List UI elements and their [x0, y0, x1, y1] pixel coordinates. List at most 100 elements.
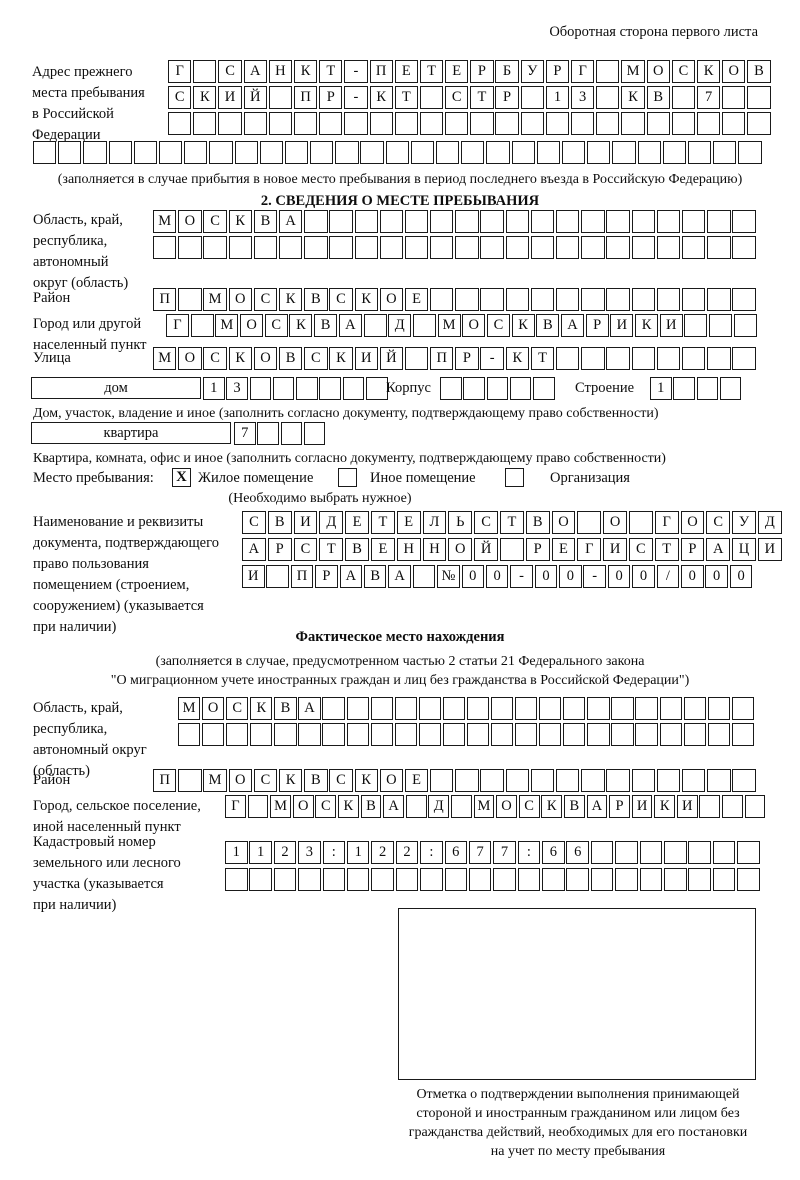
char-cell[interactable] — [466, 723, 490, 746]
char-cell[interactable] — [577, 511, 602, 534]
char-cell[interactable] — [713, 141, 737, 164]
char-cell[interactable]: С — [226, 697, 249, 720]
char-cell[interactable]: Т — [370, 511, 395, 534]
char-cell[interactable]: В — [274, 697, 297, 720]
char-cell[interactable]: О — [178, 347, 202, 370]
char-cell[interactable]: Т — [499, 511, 524, 534]
char-cell[interactable]: 0 — [632, 565, 655, 588]
char-cell[interactable] — [298, 723, 321, 746]
char-cell[interactable] — [455, 210, 479, 233]
char-cell[interactable]: : — [322, 841, 346, 864]
char-cell[interactable] — [436, 141, 460, 164]
char-cell[interactable]: А — [561, 314, 584, 337]
char-cell[interactable] — [590, 841, 614, 864]
stroenie-row[interactable]: 1 — [650, 377, 742, 400]
char-cell[interactable]: Н — [396, 538, 421, 561]
char-cell[interactable] — [732, 347, 756, 370]
char-cell[interactable]: М — [621, 60, 645, 83]
char-cell[interactable] — [606, 769, 630, 792]
char-cell[interactable]: 0 — [461, 565, 485, 588]
char-cell[interactable]: Е — [551, 538, 576, 561]
char-cell[interactable]: Е — [345, 511, 369, 534]
char-cell[interactable]: О — [379, 769, 404, 792]
char-cell[interactable] — [533, 377, 555, 400]
char-cell[interactable] — [536, 141, 561, 164]
char-cell[interactable]: Т — [394, 86, 418, 109]
char-cell[interactable] — [615, 841, 638, 864]
char-cell[interactable]: Р — [267, 538, 292, 561]
char-cell[interactable] — [683, 723, 706, 746]
char-cell[interactable]: В — [363, 565, 387, 588]
char-cell[interactable]: Е — [404, 288, 429, 311]
char-cell[interactable]: Р — [545, 60, 570, 83]
char-cell[interactable] — [404, 210, 429, 233]
char-cell[interactable]: С — [242, 511, 266, 534]
char-cell[interactable]: 0 — [681, 565, 704, 588]
char-cell[interactable]: И — [631, 795, 653, 818]
char-cell[interactable]: 1 — [225, 841, 248, 864]
char-cell[interactable]: О — [253, 347, 278, 370]
char-cell[interactable]: М — [203, 769, 227, 792]
char-cell[interactable] — [319, 377, 341, 400]
char-cell[interactable] — [310, 141, 334, 164]
char-cell[interactable]: С — [445, 86, 469, 109]
char-cell[interactable] — [722, 86, 746, 109]
char-cell[interactable]: У — [520, 60, 544, 83]
char-cell[interactable] — [733, 314, 757, 337]
char-cell[interactable] — [707, 769, 731, 792]
char-cell[interactable]: № — [437, 565, 460, 588]
char-cell[interactable] — [133, 141, 158, 164]
char-cell[interactable]: И — [354, 347, 378, 370]
char-cell[interactable] — [486, 377, 509, 400]
char-cell[interactable]: 3 — [226, 377, 248, 400]
char-cell[interactable] — [615, 868, 638, 891]
char-cell[interactable] — [193, 112, 217, 135]
char-cell[interactable] — [412, 565, 436, 588]
char-cell[interactable]: Е — [396, 511, 421, 534]
char-cell[interactable] — [530, 236, 555, 259]
char-cell[interactable] — [234, 141, 258, 164]
char-cell[interactable]: 6 — [542, 841, 565, 864]
char-cell[interactable]: М — [473, 795, 495, 818]
char-cell[interactable] — [683, 697, 706, 720]
char-cell[interactable]: М — [153, 210, 177, 233]
char-cell[interactable]: Е — [370, 538, 395, 561]
char-cell[interactable] — [319, 112, 343, 135]
char-cell[interactable]: Т — [319, 60, 343, 83]
char-cell[interactable]: Л — [422, 511, 447, 534]
char-cell[interactable]: К — [278, 769, 303, 792]
char-cell[interactable] — [744, 795, 766, 818]
char-cell[interactable] — [631, 347, 655, 370]
char-cell[interactable]: М — [153, 347, 177, 370]
char-cell[interactable]: А — [383, 795, 404, 818]
char-cell[interactable] — [419, 112, 444, 135]
char-cell[interactable] — [430, 769, 454, 792]
char-cell[interactable]: А — [586, 795, 608, 818]
char-cell[interactable] — [243, 112, 267, 135]
char-cell[interactable] — [203, 236, 227, 259]
char-cell[interactable] — [58, 141, 82, 164]
char-cell[interactable] — [707, 210, 731, 233]
char-cell[interactable]: - — [510, 565, 533, 588]
char-cell[interactable] — [687, 141, 712, 164]
char-cell[interactable]: И — [218, 86, 242, 109]
char-cell[interactable]: О — [202, 697, 225, 720]
char-cell[interactable] — [566, 868, 589, 891]
char-cell[interactable]: Т — [654, 538, 679, 561]
char-cell[interactable]: А — [706, 538, 731, 561]
char-cell[interactable]: : — [517, 841, 541, 864]
char-cell[interactable] — [430, 236, 454, 259]
char-cell[interactable] — [322, 697, 345, 720]
char-cell[interactable]: Р — [495, 86, 519, 109]
char-cell[interactable]: 7 — [493, 841, 516, 864]
char-cell[interactable]: Р — [680, 538, 705, 561]
char-cell[interactable] — [684, 314, 708, 337]
char-cell[interactable]: Д — [757, 511, 782, 534]
char-cell[interactable] — [539, 697, 562, 720]
char-cell[interactable]: 0 — [607, 565, 631, 588]
char-cell[interactable]: Н — [268, 60, 293, 83]
char-cell[interactable] — [732, 769, 756, 792]
char-cell[interactable] — [611, 723, 634, 746]
